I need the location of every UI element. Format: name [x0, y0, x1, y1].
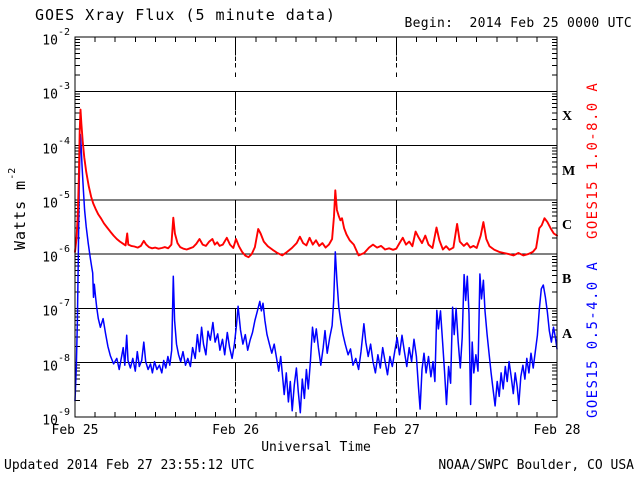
y-tick-label: 10-9 [42, 407, 70, 429]
y-tick-label: 10-6 [42, 244, 70, 266]
long-flux-line [74, 108, 558, 259]
x-tick-label: Feb 25 [51, 423, 99, 438]
flare-class-label: B [562, 272, 572, 288]
begin-timestamp: Begin: 2014 Feb 25 0000 UTC [404, 16, 632, 31]
flare-class-label: X [562, 109, 573, 125]
flare-class-label: A [562, 326, 573, 342]
x-tick-label: Feb 27 [372, 423, 420, 438]
credit: NOAA/SWPC Boulder, CO USA [438, 458, 634, 473]
y-tick-label: 10-7 [42, 298, 70, 320]
y-tick-label: 10-8 [42, 352, 70, 375]
y-tick-label: 10-5 [42, 189, 70, 212]
y-tick-label: 10-3 [42, 81, 70, 103]
y-tick-label: 10-4 [42, 135, 70, 157]
x-tick-label: Feb 26 [212, 423, 260, 438]
plot-frame [74, 36, 558, 418]
series-label-short-channel: GOES15 0.5-4.0 A [585, 260, 601, 418]
chart-title: GOES Xray Flux (5 minute data) [35, 6, 336, 24]
updated-timestamp: Updated 2014 Feb 27 23:55:12 UTC [4, 458, 255, 473]
flare-class-label: M [562, 163, 576, 179]
x-axis-title: Universal Time [261, 440, 371, 455]
flare-class-label: C [562, 218, 573, 233]
y-tick-label: 10-2 [42, 27, 70, 49]
x-tick-label: Feb 28 [533, 423, 581, 438]
series-label-long-channel: GOES15 1.0-8.0 A [585, 81, 601, 239]
short-flux-line [74, 133, 558, 414]
